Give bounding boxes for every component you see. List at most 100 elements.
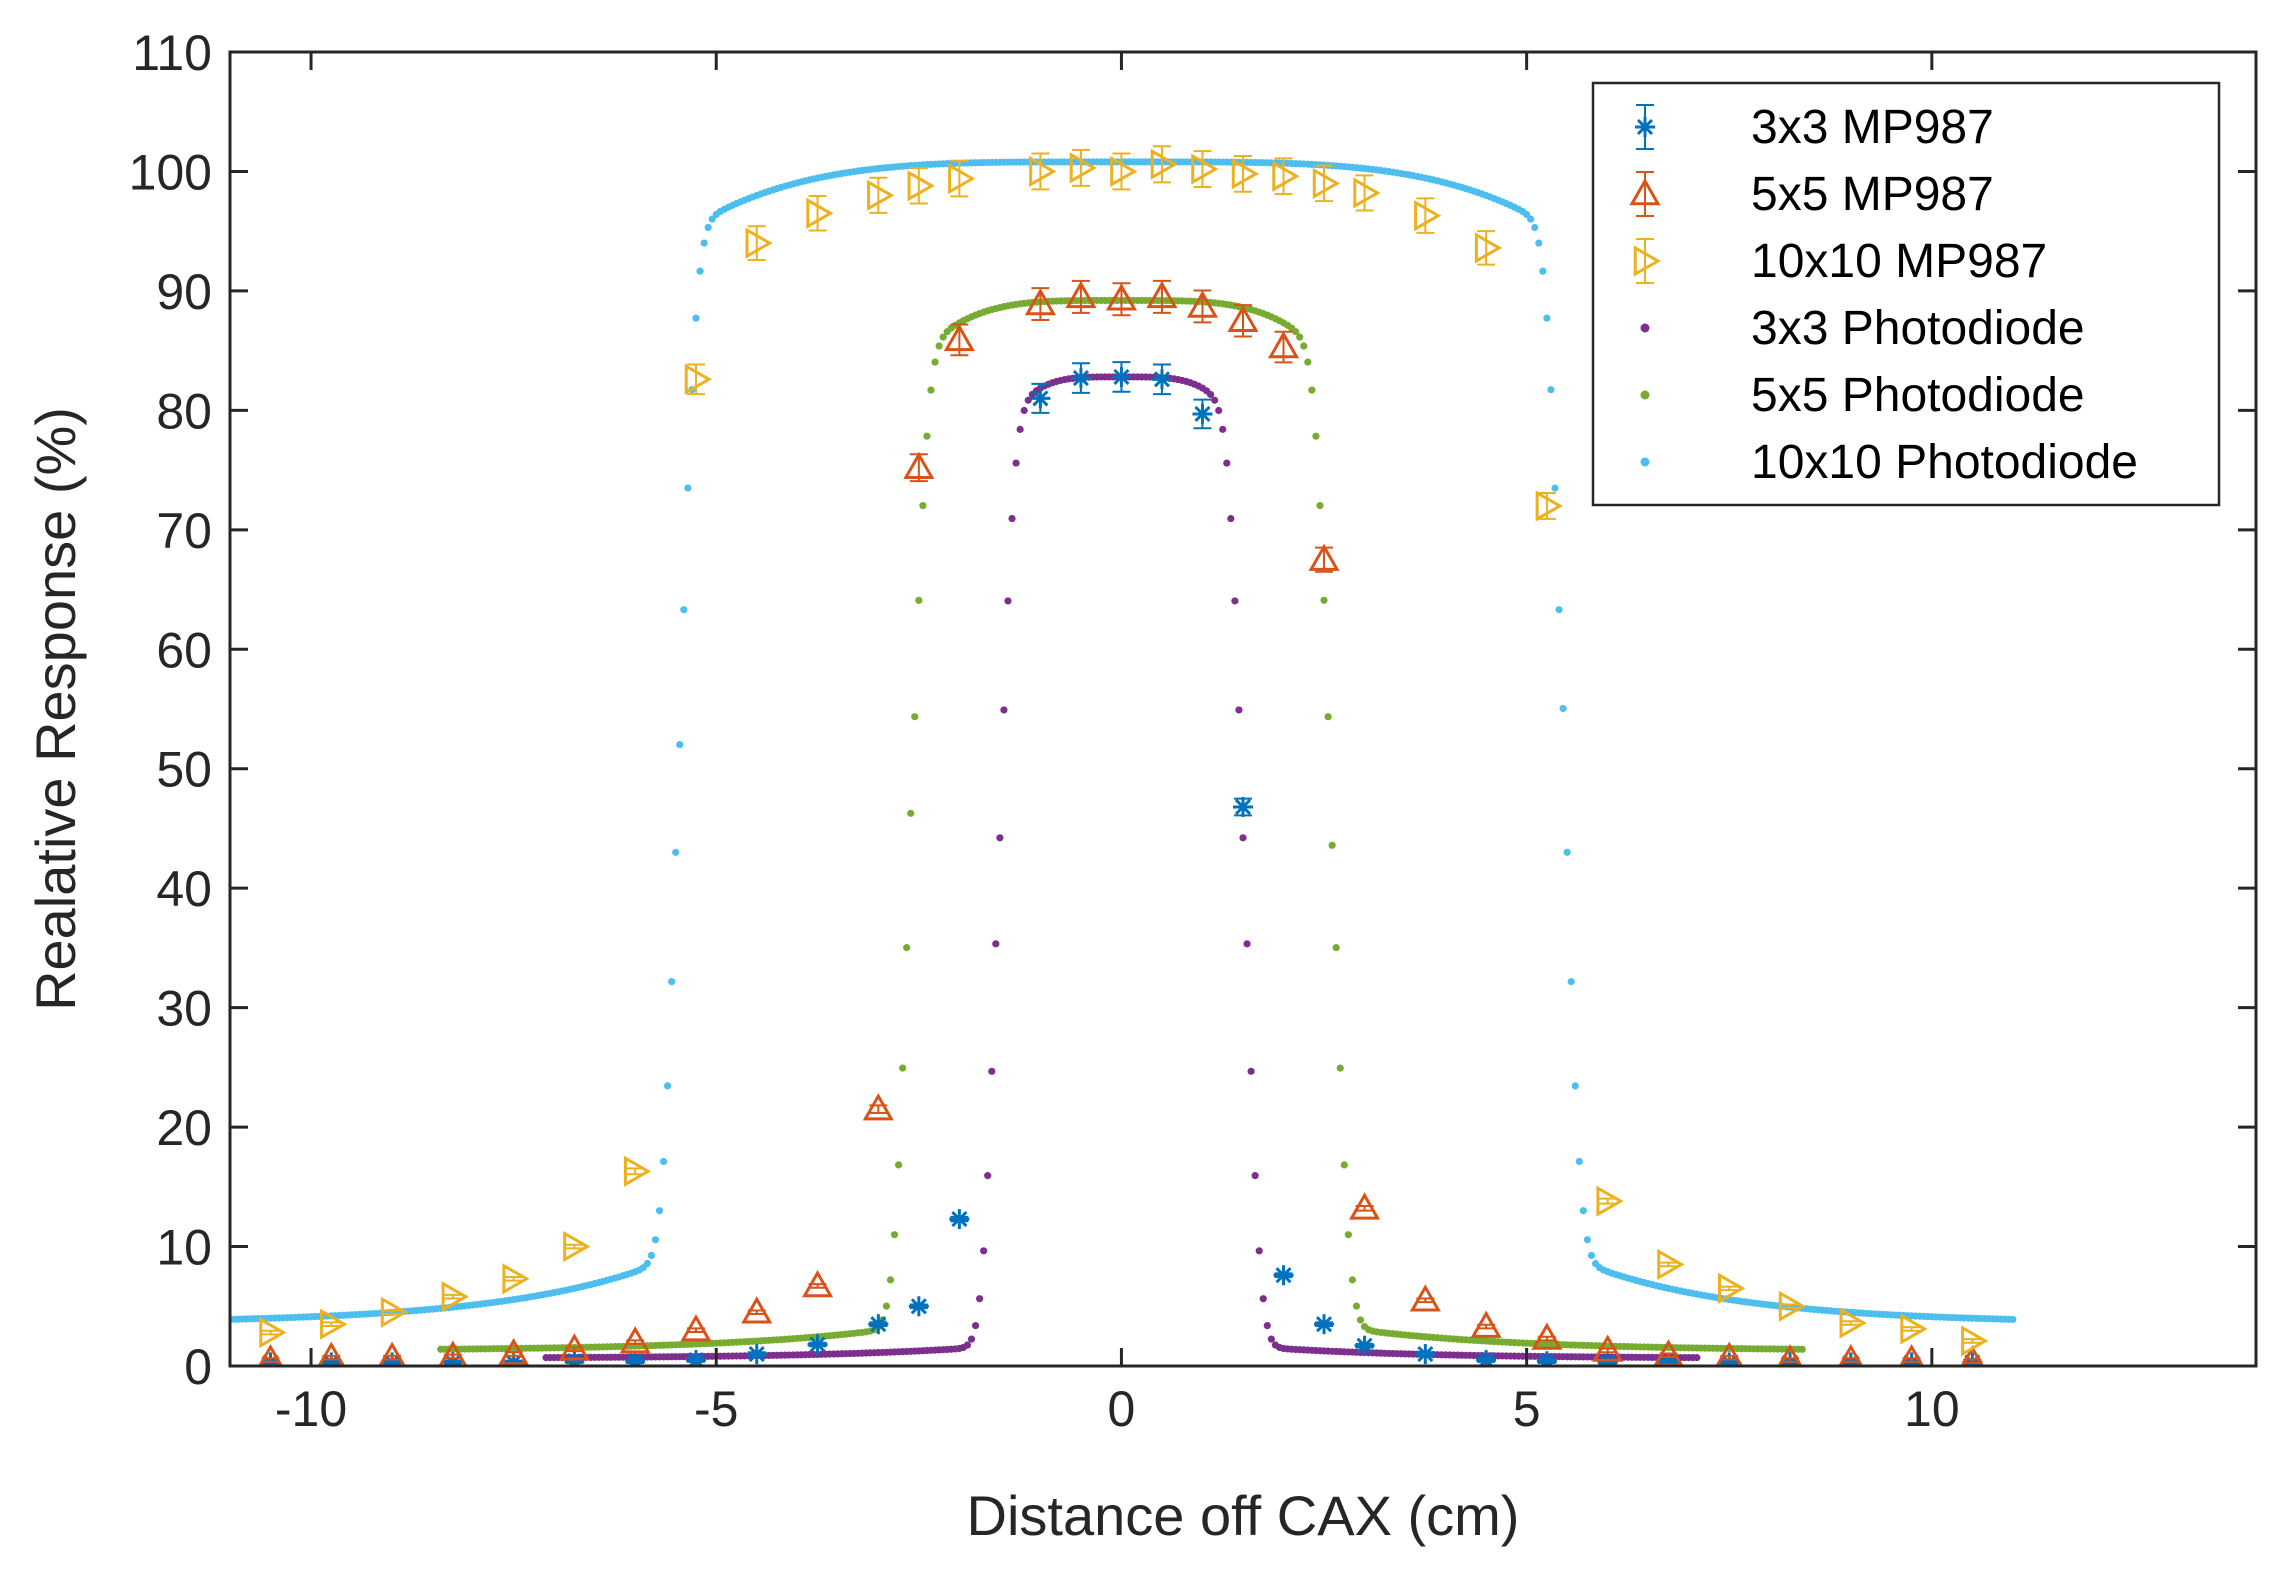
mp987-point (907, 170, 935, 202)
photodiode-point (1206, 390, 1215, 399)
y-tick-label: 40 (156, 861, 212, 917)
mp987-point (1409, 1284, 1441, 1312)
photodiode-point (1211, 396, 1219, 404)
mp987-point (1111, 366, 1132, 387)
photodiode-point (971, 1322, 980, 1330)
photodiode-point (1259, 1295, 1267, 1303)
photodiode-point (1332, 944, 1340, 952)
mp987-point (1839, 1307, 1867, 1339)
mp987-point (745, 227, 773, 259)
photodiode-point (655, 1207, 664, 1215)
photodiode-point (1267, 1335, 1275, 1343)
photodiode-point (1523, 210, 1531, 219)
y-tick-label: 0 (184, 1339, 212, 1395)
legend-label: 10x10 MP987 (1751, 235, 2047, 288)
photodiode-point (1551, 484, 1559, 492)
mp987-point (1961, 1325, 1989, 1357)
mp987-point (1227, 304, 1259, 333)
mp987-point (1354, 1335, 1375, 1356)
photodiode-point (2009, 1315, 2017, 1324)
photodiode-point (1340, 1161, 1348, 1169)
mp987-point (1065, 280, 1097, 309)
mp987-point (623, 1155, 652, 1187)
photodiode-point (1312, 432, 1320, 440)
legend-entry: 5x5 Photodiode (1640, 369, 2085, 422)
photodiode-point (1227, 514, 1235, 523)
photodiode-point (996, 834, 1004, 842)
mp987-point (684, 363, 713, 395)
photodiode-point (1300, 342, 1308, 350)
photodiode-point (1012, 459, 1020, 467)
photodiode-point (1352, 1302, 1361, 1310)
photodiode-point (882, 1302, 891, 1310)
mp987-point (1474, 232, 1503, 264)
legend-label: 3x3 MP987 (1751, 101, 1994, 154)
mp987-point (1353, 177, 1381, 209)
photodiode-point (680, 606, 688, 614)
mp987-point (259, 1316, 287, 1349)
mp987-point (1030, 388, 1051, 409)
photodiode-point (700, 239, 708, 247)
mp987-point (680, 1314, 712, 1342)
mp987-point (746, 1344, 767, 1365)
mp987-point (1150, 148, 1178, 180)
y-tick-label: 50 (156, 742, 212, 798)
legend-marker (1635, 117, 1655, 137)
legend-entry: 10x10 Photodiode (1640, 436, 2138, 489)
legend-label: 3x3 Photodiode (1751, 302, 2085, 355)
mp987-point (1273, 1265, 1294, 1286)
photodiode-point (1235, 706, 1243, 714)
photodiode-point (1559, 704, 1567, 713)
photodiode-point (643, 1259, 651, 1268)
photodiode-point (1543, 314, 1551, 322)
x-tick-label: -10 (275, 1381, 347, 1437)
mp987-point (1592, 1334, 1624, 1362)
legend-marker (1640, 390, 1650, 400)
photodiode-point (939, 333, 947, 341)
y-axis-title: Realative Response (%) (24, 407, 87, 1011)
photodiode-point (1020, 406, 1028, 415)
photodiode-point (919, 502, 927, 510)
photodiode-point (1567, 978, 1575, 986)
mp987-point (1838, 1344, 1864, 1366)
mp987-point (1597, 1352, 1618, 1366)
mp987-point (317, 1341, 346, 1366)
photodiode-point (1219, 425, 1227, 433)
legend-entry: 3x3 MP987 (1635, 101, 1994, 154)
mp987-point (801, 1269, 834, 1298)
photodiode-point (668, 978, 676, 986)
mp987-point (903, 451, 935, 479)
mp987-point (1535, 490, 1563, 522)
mp987-point (441, 1281, 469, 1313)
mp987-point (257, 1344, 284, 1366)
mp987-point (949, 1209, 970, 1230)
legend-marker (1640, 323, 1650, 333)
mp987-point (1348, 1192, 1381, 1220)
legend-label: 5x5 Photodiode (1751, 369, 2085, 422)
series-3x3-photodiode (542, 373, 1701, 1362)
mp987-point (1024, 288, 1056, 316)
mp987-point (1272, 160, 1300, 192)
mp987-point (1110, 155, 1138, 188)
mp987-point (1070, 368, 1091, 389)
photodiode-point (1296, 333, 1304, 341)
mp987-point (867, 179, 895, 211)
mp987-point (1267, 331, 1300, 359)
mp987-point (1715, 1341, 1744, 1366)
legend-marker (1640, 457, 1650, 467)
mp987-point (378, 1341, 407, 1366)
photodiode-point (915, 596, 923, 604)
photodiode-point (1328, 841, 1336, 849)
photodiode-point (1575, 1157, 1583, 1166)
photodiode-point (1004, 597, 1012, 605)
mp987-point (862, 1093, 894, 1121)
x-tick-label: 0 (1108, 1381, 1136, 1437)
photodiode-point (684, 484, 692, 492)
mp987-point (563, 1230, 591, 1263)
mp987-point (1899, 1344, 1925, 1366)
x-tick-label: -5 (694, 1381, 738, 1437)
photodiode-point (967, 1335, 976, 1343)
mp987-point (1415, 1344, 1436, 1365)
photodiode-point (1008, 514, 1016, 523)
